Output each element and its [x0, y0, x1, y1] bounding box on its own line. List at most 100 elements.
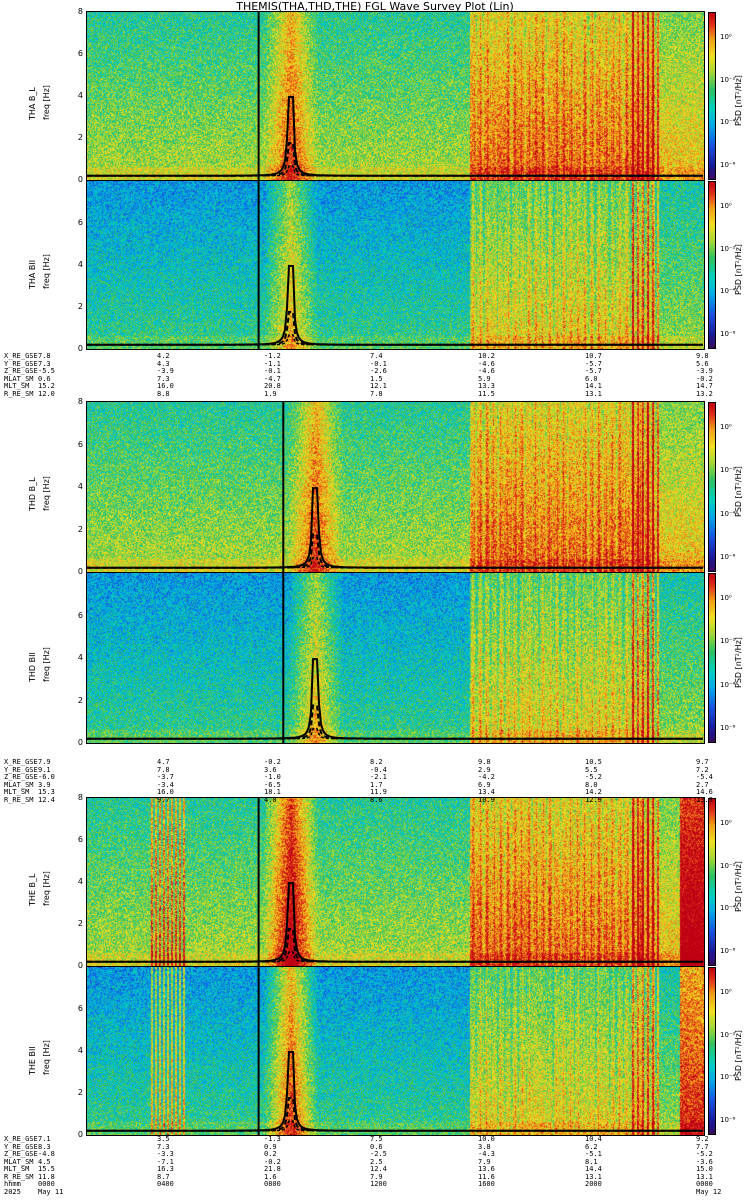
- orbit-value: 12.4: [370, 1165, 387, 1173]
- y-tick-label: 4: [77, 260, 83, 269]
- y-axis-units: freq [Hz]: [42, 85, 51, 120]
- y-axis-units: freq [Hz]: [42, 254, 51, 289]
- colorbar-tick-label: 10⁰: [720, 33, 732, 41]
- orbit-value: 3.9: [38, 780, 51, 789]
- orbit-value: -5.7: [585, 367, 602, 375]
- orbit-value: 1.7: [370, 780, 383, 789]
- orbit-value: 8.6: [370, 795, 383, 804]
- orbit-value: 1600: [478, 1180, 495, 1188]
- orbit-value: -3.4: [157, 780, 174, 789]
- y-tick-label: 6: [77, 835, 83, 844]
- colorbar: [708, 402, 716, 572]
- orbit-value: 11.9: [370, 788, 387, 796]
- orbit-value: 14.7: [696, 382, 713, 390]
- orbit-value: 2.5: [370, 1157, 383, 1166]
- colorbar-tick-label: 10⁻⁴: [720, 509, 736, 518]
- colorbar-tick-label: 10⁻²: [720, 244, 736, 253]
- colorbar-tick-label: 10⁻⁴: [720, 287, 736, 296]
- orbit-value: -1.0: [264, 773, 281, 781]
- frequency-curves: [87, 967, 703, 1135]
- orbit-value: May 11: [38, 1187, 64, 1196]
- orbit-value: 1.5: [370, 374, 383, 383]
- orbit-row-label: MLT_SM: [4, 1165, 30, 1173]
- orbit-value: -1.2: [264, 352, 281, 360]
- orbit-value: 7.3: [38, 359, 51, 368]
- orbit-row-label: Z_RE_GSE: [4, 1150, 38, 1158]
- orbit-value: -3.9: [696, 367, 713, 375]
- orbit-value: 8.3: [38, 1142, 51, 1151]
- orbit-value: -0.1: [370, 359, 387, 368]
- colorbar-tick-label: 10⁻⁶: [720, 1116, 736, 1124]
- orbit-value: 15.2: [38, 382, 55, 390]
- orbit-value: 14.6: [696, 788, 713, 796]
- orbit-value: 0000: [38, 1180, 55, 1188]
- orbit-value: 13.3: [696, 795, 713, 804]
- orbit-value: -4.6: [478, 359, 495, 368]
- frequency-curves: [87, 573, 703, 743]
- orbit-value: 7.5: [370, 1135, 383, 1143]
- orbit-value: 10.7: [585, 352, 602, 360]
- y-tick-label: 2: [77, 695, 83, 705]
- colorbar-label: PSD [nT²/Hz]: [734, 75, 743, 126]
- colorbar: [708, 967, 716, 1135]
- tenth-fce-curve: [87, 165, 703, 177]
- orbit-value: 13.1: [585, 389, 602, 398]
- orbit-value: 2.7: [696, 780, 709, 789]
- colorbar-tick-label: 10⁻²: [720, 861, 736, 870]
- orbit-value: 5.5: [585, 765, 598, 774]
- tenth-fce-curve: [87, 951, 703, 963]
- colorbar-tick-label: 10⁻⁴: [720, 118, 736, 127]
- y-tick-label: 0: [77, 961, 83, 970]
- orbit-value: 7.3: [157, 374, 170, 383]
- y-axis-units: freq [Hz]: [42, 1040, 51, 1075]
- orbit-value: 10.9: [478, 795, 495, 804]
- orbit-value: 7.8: [38, 352, 51, 360]
- orbit-row-label: MLT_SM: [4, 382, 30, 390]
- orbit-value: 18.1: [264, 788, 281, 796]
- orbit-row-label: MLT_SM: [4, 788, 30, 796]
- orbit-row-label: Z_RE_GSE: [4, 367, 38, 375]
- orbit-value: 1.6: [264, 1172, 277, 1181]
- orbit-value: 3.6: [264, 765, 277, 774]
- orbit-row-label: Z_RE_GSE: [4, 773, 38, 781]
- orbit-row-label: R_RE_SM: [4, 1172, 34, 1181]
- colorbar: [708, 181, 716, 349]
- y-tick-label: 4: [77, 482, 83, 491]
- orbit-value: 12.0: [38, 389, 55, 398]
- y-tick-label: 4: [77, 91, 83, 100]
- orbit-value: -0.1: [264, 367, 281, 375]
- y-tick-label: 8: [77, 7, 83, 16]
- orbit-row-label: MLAT_SM: [4, 1157, 34, 1166]
- fce-curve: [87, 265, 703, 346]
- orbit-row-label: R_RE_SM: [4, 389, 34, 398]
- orbit-value: 11.6: [478, 1172, 495, 1181]
- orbit-row-label: 2025: [4, 1187, 21, 1196]
- orbit-value: -3.9: [157, 367, 174, 375]
- orbit-value: 0000: [696, 1180, 713, 1188]
- orbit-value: 13.1: [585, 1172, 602, 1181]
- orbit-value: -4.8: [38, 1150, 55, 1158]
- orbit-value: 1.9: [264, 389, 277, 398]
- orbit-value: 11.5: [478, 389, 495, 398]
- orbit-value: 12.1: [370, 382, 387, 390]
- orbit-value: 6.0: [585, 374, 598, 383]
- orbit-value: 9.7: [696, 758, 709, 766]
- orbit-value: -6.0: [38, 773, 55, 781]
- y-tick-label: 0: [77, 1130, 83, 1139]
- colorbar-label: PSD [nT²/Hz]: [734, 244, 743, 295]
- orbit-value: -3.7: [157, 773, 174, 781]
- orbit-value: 7.4: [370, 352, 383, 360]
- y-tick-label: 4: [77, 653, 83, 662]
- orbit-row-label: Y_RE_GSE: [4, 765, 38, 774]
- orbit-value: 9.1: [38, 765, 51, 774]
- y-axis-units: freq [Hz]: [42, 647, 51, 682]
- orbit-value: -3.6: [696, 1157, 713, 1166]
- orbit-value: 14.1: [585, 382, 602, 390]
- half-fce-curve: [87, 311, 703, 346]
- tenth-fce-curve: [87, 1120, 703, 1132]
- spectrogram-panel-thd-bl: [87, 402, 704, 572]
- orbit-value: 10.0: [478, 1135, 495, 1143]
- colorbar-tick-label: 10⁻⁶: [720, 724, 736, 732]
- y-tick-label: 0: [77, 567, 83, 576]
- orbit-value: -0.2: [264, 758, 281, 766]
